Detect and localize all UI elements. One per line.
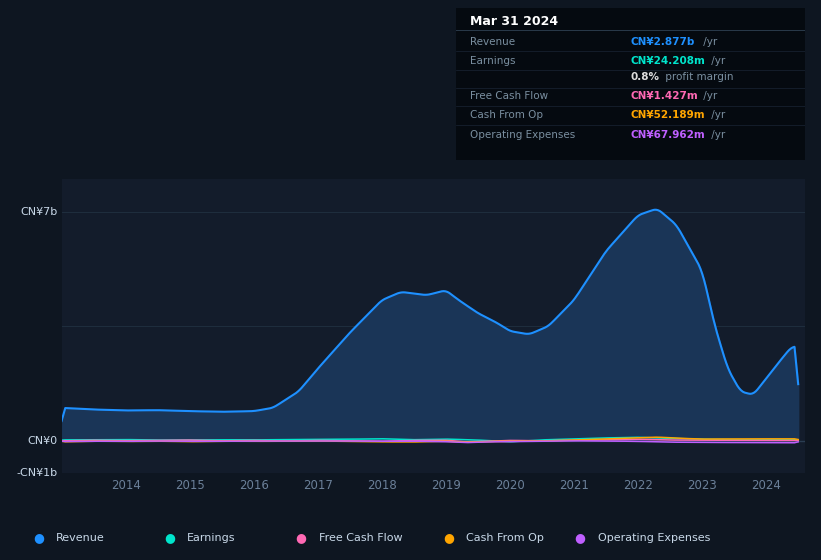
Text: CN¥0: CN¥0 (28, 436, 57, 446)
Text: ●: ● (33, 531, 44, 544)
Text: Free Cash Flow: Free Cash Flow (470, 91, 548, 101)
Text: ●: ● (443, 531, 454, 544)
Text: CN¥2.877b: CN¥2.877b (631, 36, 695, 46)
Text: Earnings: Earnings (470, 55, 516, 66)
Text: Operating Expenses: Operating Expenses (470, 130, 576, 139)
Text: Earnings: Earnings (187, 533, 236, 543)
Text: ●: ● (164, 531, 175, 544)
Text: profit margin: profit margin (662, 72, 733, 82)
Text: Revenue: Revenue (470, 36, 516, 46)
Text: CN¥7b: CN¥7b (21, 207, 57, 217)
Text: Free Cash Flow: Free Cash Flow (319, 533, 402, 543)
Text: Cash From Op: Cash From Op (466, 533, 544, 543)
Text: -CN¥1b: -CN¥1b (16, 468, 57, 478)
Text: ●: ● (296, 531, 306, 544)
Text: CN¥67.962m: CN¥67.962m (631, 130, 706, 139)
Text: Revenue: Revenue (56, 533, 104, 543)
Text: /yr: /yr (700, 36, 718, 46)
Text: /yr: /yr (708, 130, 725, 139)
Text: Mar 31 2024: Mar 31 2024 (470, 15, 558, 28)
Text: ●: ● (575, 531, 585, 544)
Text: Cash From Op: Cash From Op (470, 110, 544, 120)
Text: CN¥52.189m: CN¥52.189m (631, 110, 705, 120)
Text: /yr: /yr (708, 55, 725, 66)
Text: Operating Expenses: Operating Expenses (598, 533, 710, 543)
Text: 0.8%: 0.8% (631, 72, 660, 82)
Text: /yr: /yr (700, 91, 718, 101)
Text: /yr: /yr (708, 110, 725, 120)
Text: CN¥1.427m: CN¥1.427m (631, 91, 699, 101)
Text: CN¥24.208m: CN¥24.208m (631, 55, 706, 66)
